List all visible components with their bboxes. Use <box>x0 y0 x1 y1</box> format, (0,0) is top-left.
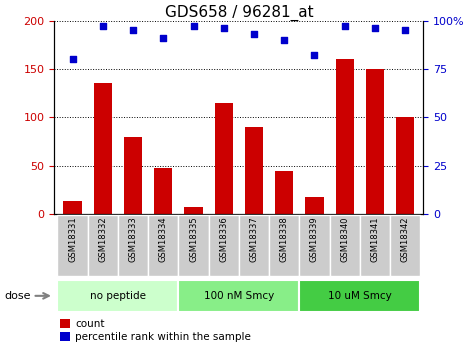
Text: GSM18340: GSM18340 <box>340 216 349 262</box>
Point <box>250 31 258 37</box>
Bar <box>209 215 239 276</box>
Bar <box>57 279 178 312</box>
Point <box>129 28 137 33</box>
Bar <box>57 215 88 276</box>
Point <box>371 26 379 31</box>
Bar <box>396 117 414 214</box>
Bar <box>390 215 420 276</box>
Point <box>220 26 228 31</box>
Point <box>159 35 167 41</box>
Bar <box>269 215 299 276</box>
Text: dose: dose <box>5 291 31 301</box>
Text: GSM18342: GSM18342 <box>401 216 410 262</box>
Bar <box>239 215 269 276</box>
Text: GSM18335: GSM18335 <box>189 216 198 262</box>
Bar <box>178 279 299 312</box>
Bar <box>94 83 112 214</box>
Point <box>402 28 409 33</box>
Bar <box>63 201 82 214</box>
Text: GSM18334: GSM18334 <box>159 216 168 262</box>
Text: 100 nM Smcy: 100 nM Smcy <box>204 291 274 301</box>
Legend: count, percentile rank within the sample: count, percentile rank within the sample <box>60 319 251 342</box>
Bar <box>366 69 384 214</box>
Point <box>190 24 197 29</box>
Bar <box>306 197 324 214</box>
Text: GSM18333: GSM18333 <box>129 216 138 262</box>
Text: GSM18331: GSM18331 <box>68 216 77 262</box>
Bar <box>154 168 172 214</box>
Text: GSM18339: GSM18339 <box>310 216 319 262</box>
Text: GSM18338: GSM18338 <box>280 216 289 262</box>
Bar <box>299 279 420 312</box>
Bar <box>336 59 354 214</box>
Point <box>69 57 76 62</box>
Bar <box>118 215 148 276</box>
Bar <box>124 137 142 214</box>
Point <box>311 53 318 58</box>
Text: GSM18332: GSM18332 <box>98 216 107 262</box>
Bar <box>360 215 390 276</box>
Point <box>280 37 288 43</box>
Title: GDS658 / 96281_at: GDS658 / 96281_at <box>165 4 313 21</box>
Point <box>99 24 106 29</box>
Bar <box>275 171 293 214</box>
Bar <box>184 207 202 214</box>
Text: GSM18337: GSM18337 <box>249 216 258 262</box>
Text: no peptide: no peptide <box>90 291 146 301</box>
Bar <box>299 215 330 276</box>
Bar <box>245 127 263 214</box>
Bar <box>330 215 360 276</box>
Bar <box>178 215 209 276</box>
Bar <box>215 103 233 214</box>
Point <box>341 24 349 29</box>
Text: GSM18341: GSM18341 <box>370 216 379 262</box>
Bar <box>148 215 178 276</box>
Text: 10 uM Smcy: 10 uM Smcy <box>328 291 392 301</box>
Bar <box>88 215 118 276</box>
Text: GSM18336: GSM18336 <box>219 216 228 262</box>
